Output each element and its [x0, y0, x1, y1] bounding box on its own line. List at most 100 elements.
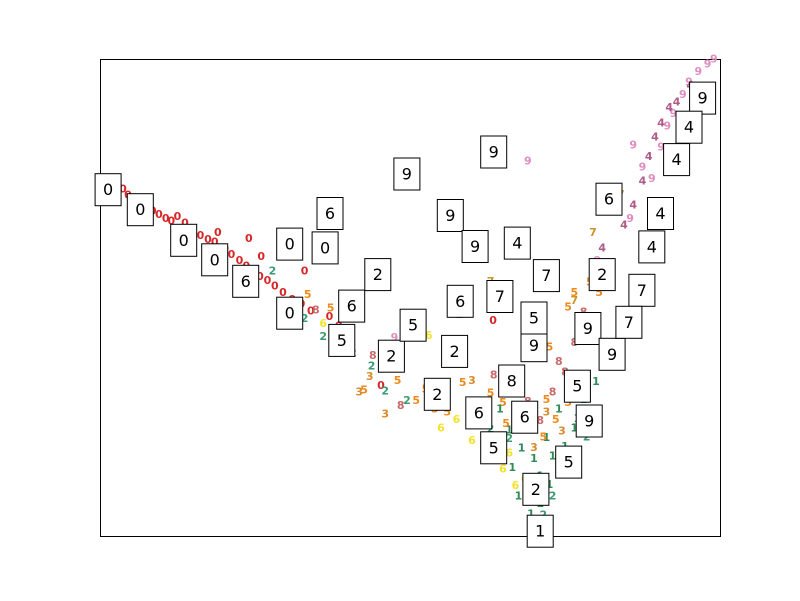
boxed-label-1: 1 — [526, 514, 554, 548]
data-point-digit-0: 0 — [155, 208, 163, 221]
data-point-digit-5: 5 — [412, 394, 420, 407]
boxed-label-0: 0 — [311, 231, 339, 265]
data-point-digit-1: 1 — [555, 403, 563, 416]
plot-frame — [100, 59, 721, 537]
boxed-label-text: 2 — [386, 347, 396, 366]
boxed-label-frame — [436, 199, 464, 232]
data-point-digit-4: 4 — [598, 241, 606, 254]
boxed-label-frame — [441, 334, 469, 368]
data-point-digit-0: 0 — [271, 280, 279, 293]
boxed-label-text: 6 — [520, 408, 530, 427]
boxed-label-frame — [575, 404, 603, 438]
boxed-label-text: 5 — [408, 316, 418, 335]
data-point-digit-6: 6 — [468, 434, 476, 447]
boxed-label-0: 0 — [94, 173, 122, 207]
boxed-label-frame — [399, 308, 427, 342]
boxed-label-frame — [526, 514, 554, 548]
data-point-digit-3: 3 — [381, 407, 389, 420]
data-point-digit-1: 1 — [505, 424, 513, 437]
boxed-label-text: 9 — [529, 336, 539, 355]
boxed-label-6: 6 — [595, 182, 623, 216]
data-point-digit-0: 0 — [204, 233, 212, 246]
boxed-label-9: 9 — [393, 157, 421, 191]
data-point-digit-8: 8 — [555, 355, 563, 368]
boxed-label-2: 2 — [423, 377, 451, 411]
boxed-label-frame — [126, 193, 154, 227]
data-point-digit-8: 8 — [570, 336, 578, 349]
data-point-digit-4: 4 — [639, 175, 647, 188]
data-point-digit-3: 3 — [468, 374, 476, 387]
boxed-label-6: 6 — [465, 396, 493, 430]
data-point-digit-8: 8 — [490, 368, 498, 381]
data-point-digit-1: 1 — [527, 508, 535, 521]
boxed-label-frame — [520, 301, 548, 335]
data-point-digit-2: 2 — [319, 330, 327, 343]
data-point-digit-0: 0 — [214, 226, 222, 239]
boxed-label-frame — [522, 472, 550, 506]
boxed-label-text: 6 — [325, 204, 335, 223]
data-point-digit-1: 1 — [543, 431, 551, 444]
data-point-digit-7: 7 — [589, 226, 597, 239]
boxed-label-text: 9 — [607, 345, 617, 364]
boxed-label-text: 9 — [698, 89, 708, 108]
boxed-label-4: 4 — [503, 226, 531, 260]
data-point-digit-8: 8 — [369, 349, 377, 362]
boxed-label-0: 0 — [126, 193, 154, 227]
boxed-label-frame — [532, 259, 560, 293]
data-point-digit-9: 9 — [670, 107, 678, 120]
data-point-digit-0: 0 — [167, 215, 175, 228]
boxed-label-text: 2 — [531, 480, 541, 499]
data-point-digit-9: 9 — [704, 57, 712, 70]
data-point-digit-6: 6 — [319, 317, 327, 330]
boxed-label-5: 5 — [399, 308, 427, 342]
boxed-label-frame — [574, 312, 602, 345]
data-point-digit-3: 3 — [543, 406, 551, 419]
boxed-label-text: 2 — [432, 385, 442, 404]
data-point-digit-6: 6 — [425, 329, 433, 342]
boxed-label-frame — [94, 173, 122, 207]
data-point-digit-2: 2 — [403, 394, 411, 407]
data-point-digit-3: 3 — [530, 441, 538, 454]
data-point-digit-6: 6 — [453, 413, 461, 426]
data-point-digit-5: 5 — [304, 288, 312, 301]
data-point-digit-5: 5 — [595, 286, 603, 299]
data-point-digit-1: 1 — [549, 449, 557, 462]
boxed-label-6: 6 — [338, 289, 366, 323]
data-point-digit-5: 5 — [502, 417, 510, 430]
data-point-digit-1: 1 — [530, 452, 538, 465]
boxed-label-frame — [170, 223, 198, 257]
boxed-label-7: 7 — [532, 259, 560, 293]
boxed-label-0: 0 — [276, 296, 304, 330]
data-point-digit-2: 2 — [549, 489, 557, 502]
boxed-label-frame — [689, 81, 717, 115]
boxed-label-7: 7 — [615, 305, 643, 339]
boxed-label-text: 4 — [655, 204, 665, 223]
data-point-digit-6: 6 — [437, 422, 445, 435]
boxed-label-9: 9 — [520, 329, 548, 363]
boxed-label-2: 2 — [364, 258, 392, 292]
data-point-digit-1: 1 — [546, 478, 554, 491]
data-point-digit-3: 3 — [355, 385, 363, 398]
boxed-label-text: 0 — [285, 304, 295, 323]
data-point-digit-9: 9 — [694, 65, 702, 78]
boxed-label-0: 0 — [276, 227, 304, 261]
data-point-digit-2: 2 — [381, 385, 389, 398]
data-point-digit-0: 0 — [162, 212, 170, 225]
boxed-label-text: 5 — [489, 438, 499, 457]
boxed-label-0: 0 — [170, 223, 198, 257]
boxed-label-4: 4 — [647, 197, 674, 230]
data-point-digit-0: 0 — [119, 183, 127, 196]
boxed-label-6: 6 — [511, 400, 539, 434]
data-point-digit-2: 2 — [368, 360, 376, 373]
boxed-label-text: 9 — [470, 237, 480, 256]
boxed-label-frame — [503, 226, 531, 260]
data-point-digit-9: 9 — [391, 331, 399, 344]
data-point-digit-2: 2 — [269, 264, 277, 277]
boxed-label-text: 9 — [584, 412, 594, 431]
boxed-label-frame — [511, 400, 539, 434]
boxed-label-text: 8 — [507, 372, 517, 391]
data-point-digit-0: 0 — [279, 286, 287, 299]
data-point-digit-6: 6 — [499, 463, 507, 476]
data-point-digit-0: 0 — [489, 314, 497, 327]
